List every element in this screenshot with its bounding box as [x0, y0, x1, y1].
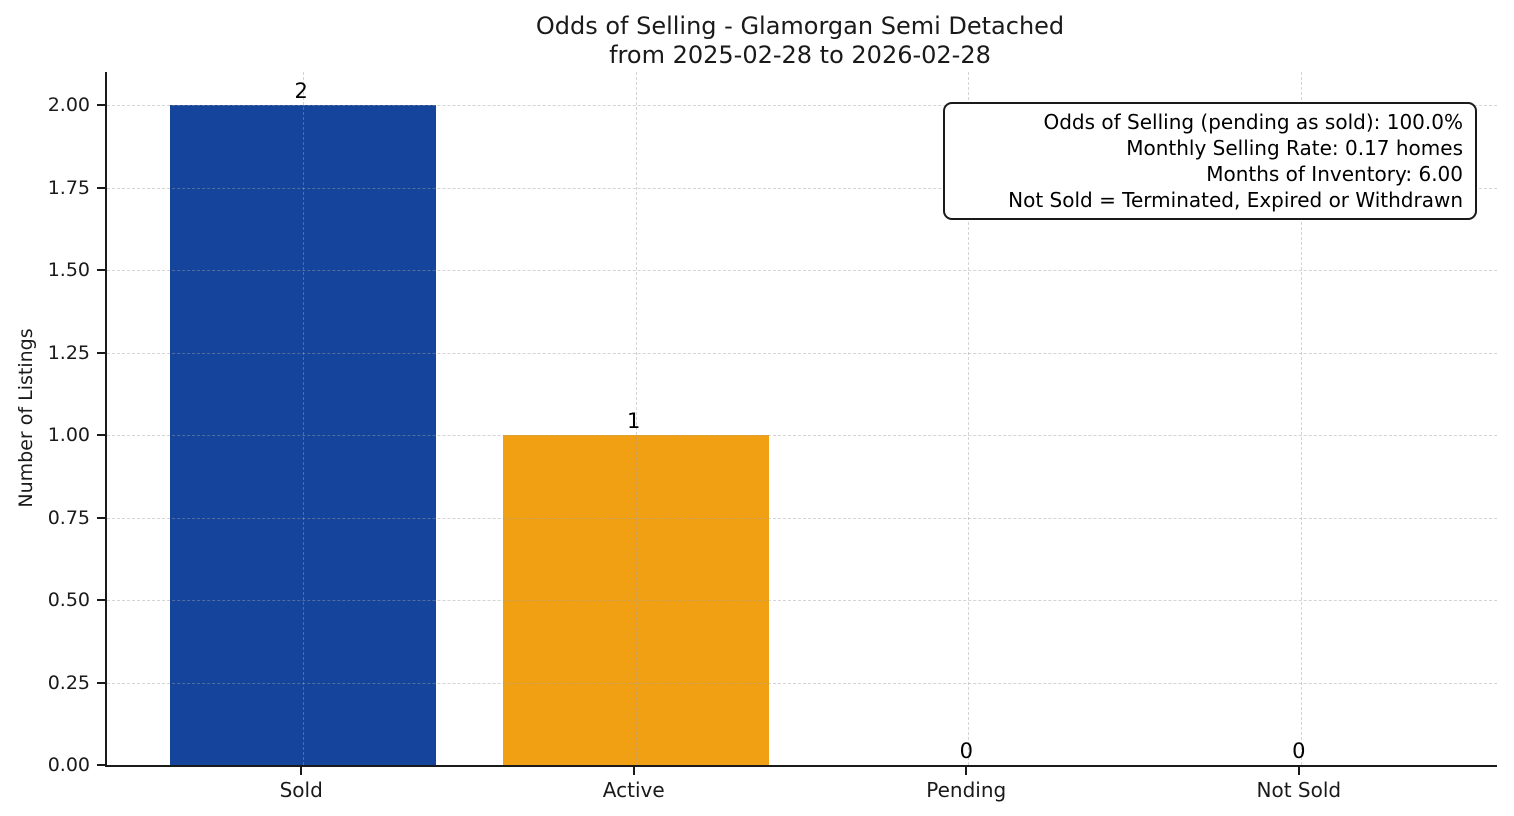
x-tick-mark	[300, 767, 303, 775]
bar-sold	[170, 105, 437, 765]
y-tick-mark	[97, 269, 105, 271]
horizontal-gridline	[107, 435, 1497, 436]
chart-title: Odds of Selling - Glamorgan Semi Detache…	[105, 12, 1495, 70]
bar-value-label-not-sold: 0	[1292, 739, 1306, 763]
bar-value-label-sold: 2	[294, 79, 308, 103]
x-tick-label-not-sold: Not Sold	[1256, 778, 1342, 802]
y-tick-label: 1.00	[47, 424, 90, 446]
y-tick-label: 1.75	[47, 176, 90, 199]
x-tick-mark	[1297, 767, 1300, 775]
bar-active	[502, 435, 769, 765]
vertical-gridline	[1300, 72, 1302, 765]
x-tick-label-pending: Pending	[926, 778, 1007, 802]
annotation-line-not-sold-note: Not Sold = Terminated, Expired or Withdr…	[1008, 188, 1463, 212]
y-tick-label: 0.00	[47, 754, 90, 776]
vertical-gridline	[968, 72, 970, 765]
annotation-line-months-inventory: Months of Inventory: 6.00	[1206, 162, 1463, 186]
horizontal-gridline	[107, 187, 1497, 189]
y-tick-mark	[97, 516, 105, 519]
y-tick-mark	[97, 764, 105, 766]
y-tick-mark	[97, 434, 105, 436]
vertical-gridline	[303, 72, 305, 765]
y-tick-label: 1.25	[47, 341, 90, 364]
y-tick-label: 1.50	[47, 259, 90, 281]
y-tick-mark	[97, 104, 105, 106]
y-tick-label: 0.25	[47, 671, 90, 694]
horizontal-gridline	[107, 682, 1497, 684]
annotation-line-monthly-rate: Monthly Selling Rate: 0.17 homes	[1126, 136, 1463, 160]
chart-title-line1: Odds of Selling - Glamorgan Semi Detache…	[535, 12, 1065, 40]
annotation-box: Odds of Selling (pending as sold): 100.0…	[943, 102, 1477, 220]
chart-title-line2: from 2025-02-28 to 2026-02-28	[609, 41, 991, 69]
x-tick-label-active: Active	[602, 778, 665, 802]
y-tick-mark	[97, 681, 105, 684]
x-tick-mark	[965, 767, 968, 775]
annotation-line-odds: Odds of Selling (pending as sold): 100.0…	[1043, 110, 1463, 134]
horizontal-gridline	[107, 105, 1497, 106]
vertical-gridline	[635, 72, 637, 765]
horizontal-gridline	[107, 352, 1497, 354]
y-tick-mark	[97, 351, 105, 354]
y-tick-label: 2.00	[47, 94, 90, 116]
y-tick-mark	[97, 599, 105, 601]
y-tick-label: 0.50	[47, 589, 90, 611]
plot-area	[105, 72, 1497, 767]
horizontal-gridline	[107, 270, 1497, 271]
horizontal-gridline	[107, 600, 1497, 601]
y-tick-label: 0.75	[47, 506, 90, 529]
x-tick-mark	[632, 767, 635, 775]
bar-value-label-active: 1	[627, 409, 641, 433]
horizontal-gridline	[107, 517, 1497, 519]
bar-value-label-pending: 0	[959, 739, 973, 763]
y-tick-mark	[97, 186, 105, 189]
x-tick-label-sold: Sold	[279, 778, 323, 802]
